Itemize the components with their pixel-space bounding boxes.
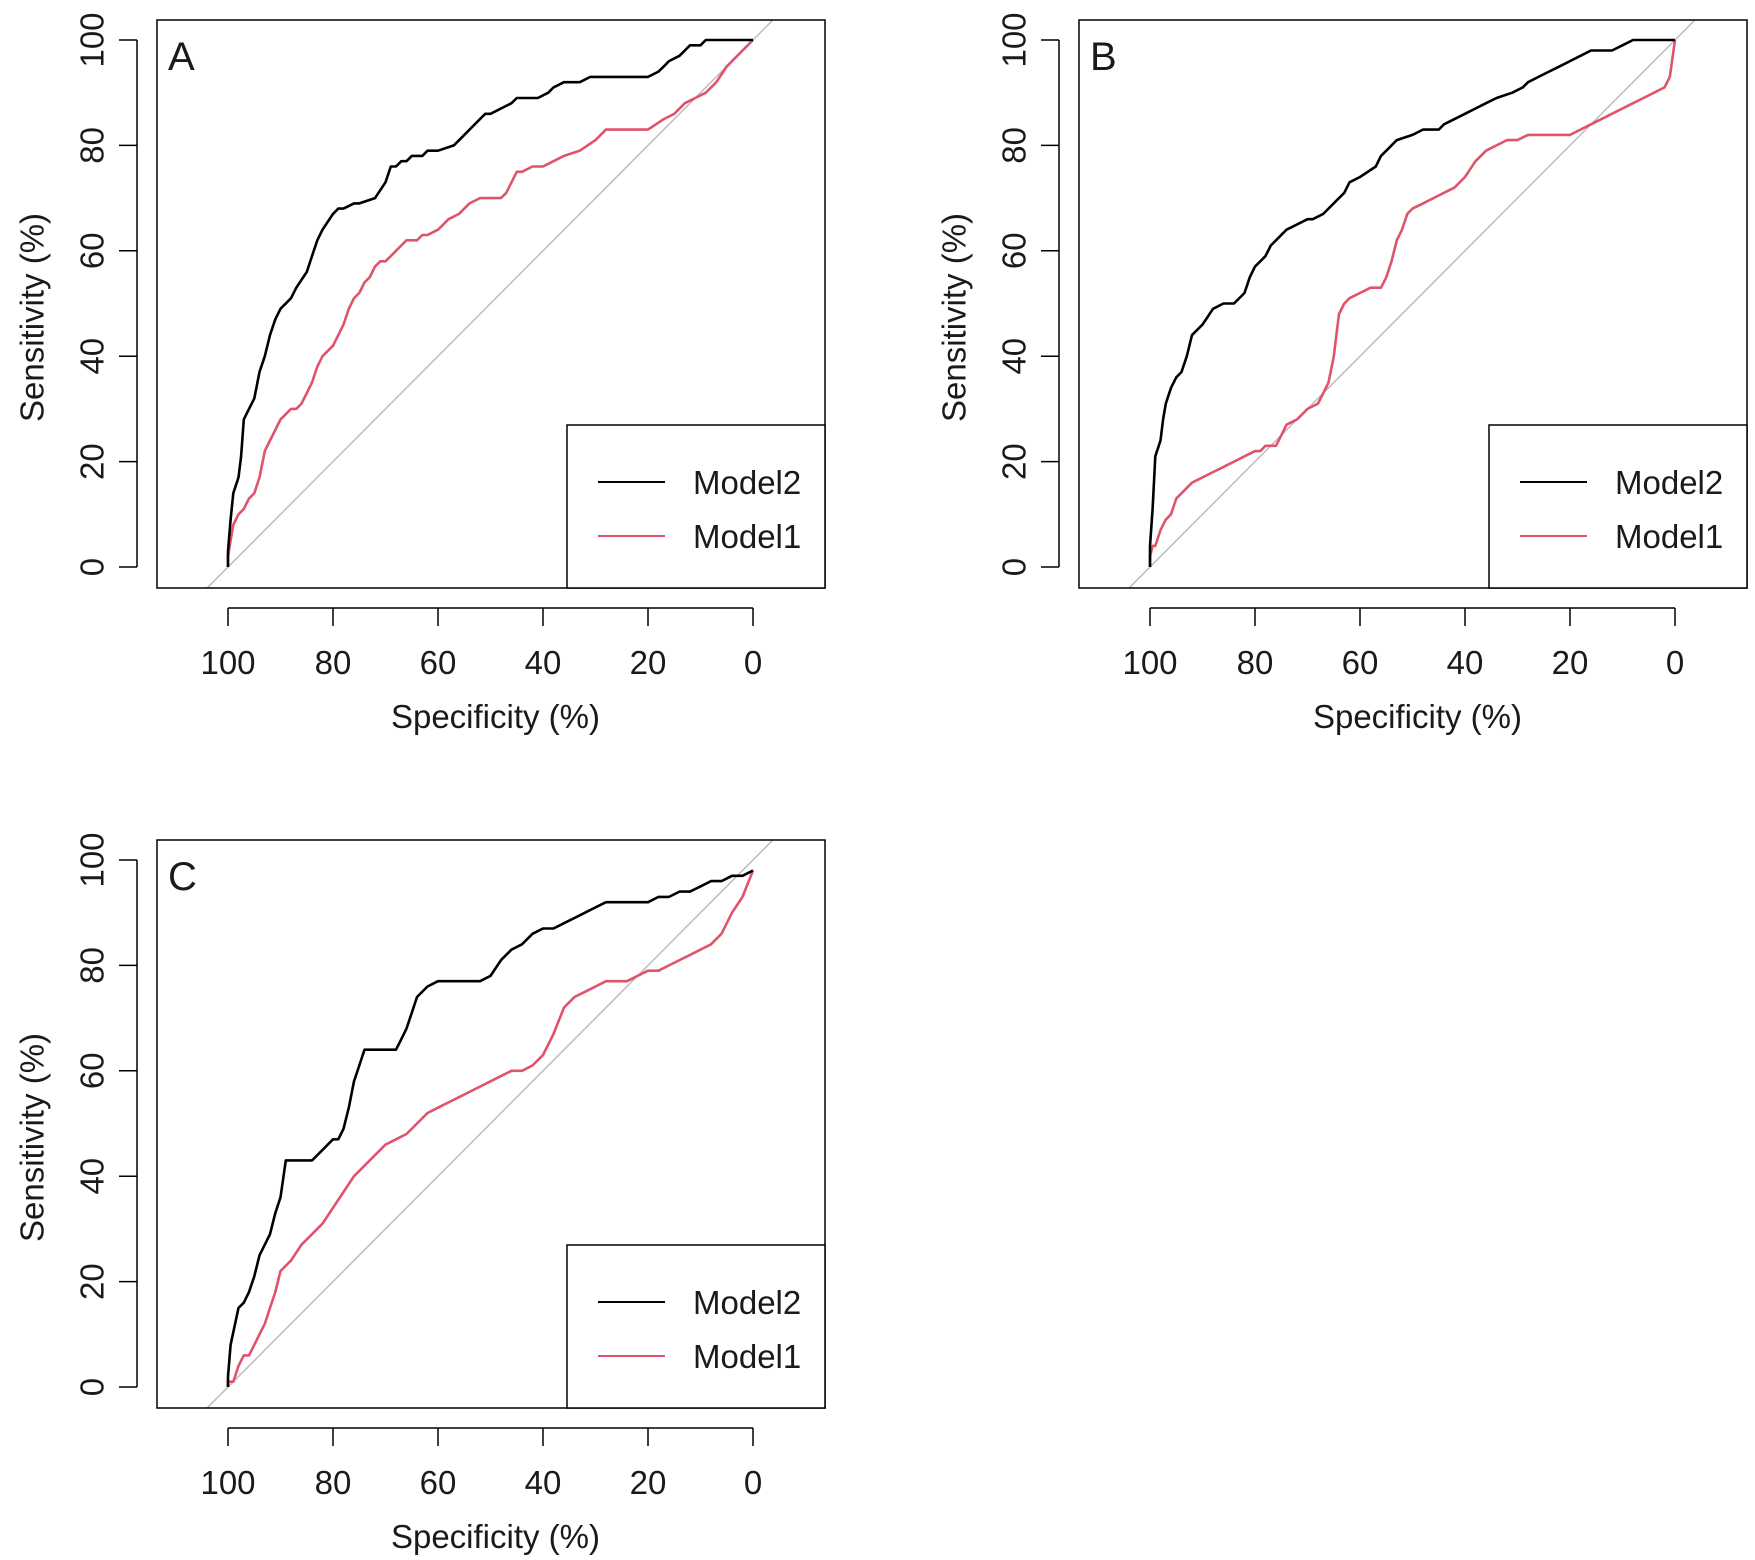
x-tick-label: 0	[744, 1464, 762, 1501]
y-tick-label: 100	[74, 832, 111, 887]
roc-curve-model1	[226, 39, 754, 567]
x-tick-label: 0	[1666, 644, 1684, 681]
panel-letter: B	[1090, 35, 1117, 79]
x-tick-label: 20	[1552, 644, 1589, 681]
x-axis-title: Specificity (%)	[391, 698, 600, 735]
plot-frame	[1078, 19, 1748, 589]
legend: Model2 Model1	[566, 424, 826, 589]
diagonal-reference-line	[1128, 20, 1696, 588]
x-tick-label: 20	[630, 644, 667, 681]
x-axis-title: Specificity (%)	[1313, 698, 1522, 735]
legend: Model2 Model1	[1488, 424, 1748, 589]
plot-frame	[156, 839, 826, 1409]
y-tick-label: 20	[74, 443, 111, 480]
legend-box	[1488, 424, 1748, 589]
x-tick-label: 60	[420, 1464, 457, 1501]
y-tick-label: 60	[996, 232, 1033, 269]
plot-frame	[156, 19, 826, 589]
y-tick-label: 80	[74, 947, 111, 984]
x-tick-label: 80	[315, 1464, 352, 1501]
y-tick-label: 100	[996, 12, 1033, 67]
y-tick-label: 60	[74, 1052, 111, 1089]
y-axis-title: Sensitivity (%)	[936, 213, 973, 422]
y-axis-title: Sensitivity (%)	[14, 213, 51, 422]
y-tick-label: 40	[996, 338, 1033, 375]
legend-label-model1: Model1	[693, 1338, 801, 1375]
x-tick-label: 80	[315, 644, 352, 681]
x-tick-label: 40	[525, 1464, 562, 1501]
y-axis-title: Sensitivity (%)	[14, 1033, 51, 1242]
y-tick-label: 100	[74, 12, 111, 67]
y-tick-label: 0	[74, 558, 111, 576]
x-tick-label: 60	[1342, 644, 1379, 681]
x-tick-label: 100	[1122, 644, 1177, 681]
roc-curve-model2	[226, 869, 754, 1387]
y-tick-label: 40	[74, 338, 111, 375]
x-tick-label: 0	[744, 644, 762, 681]
legend-label-model2: Model2	[1615, 464, 1723, 501]
y-tick-label: 80	[996, 127, 1033, 164]
y-tick-label: 60	[74, 232, 111, 269]
legend-box	[566, 424, 826, 589]
roc-curve-model1	[226, 870, 755, 1387]
x-tick-label: 100	[200, 644, 255, 681]
diagonal-reference-line	[206, 840, 774, 1408]
legend-label-model1: Model1	[1615, 518, 1723, 555]
x-tick-label: 40	[1447, 644, 1484, 681]
roc-panel-c: 0 20 40 60 80 100 Sensitivity (%) 100 80 60 40 20 0 S…	[14, 832, 826, 1555]
y-tick-label: 80	[74, 127, 111, 164]
legend-label-model2: Model2	[693, 1284, 801, 1321]
roc-panel-a: 0 20 40 60 80 100 Sensitivity (%) 100 80 60 40 20 0 S…	[14, 12, 826, 735]
panel-letter: A	[168, 35, 195, 79]
legend: Model2 Model1	[566, 1244, 826, 1409]
legend-box	[566, 1244, 826, 1409]
diagonal-reference-line	[206, 20, 774, 588]
y-tick-label: 0	[74, 1378, 111, 1396]
x-axis-title: Specificity (%)	[391, 1518, 600, 1555]
x-tick-label: 100	[200, 1464, 255, 1501]
y-tick-label: 40	[74, 1158, 111, 1195]
y-tick-label: 20	[74, 1263, 111, 1300]
x-tick-label: 20	[630, 1464, 667, 1501]
y-tick-label: 0	[996, 558, 1033, 576]
x-tick-label: 60	[420, 644, 457, 681]
roc-panel-b: 0 20 40 60 80 100 Sensitivity (%) 100 80 60 40 20 0 S…	[936, 12, 1748, 735]
legend-label-model2: Model2	[693, 464, 801, 501]
legend-label-model1: Model1	[693, 518, 801, 555]
panel-letter: C	[168, 855, 197, 899]
x-tick-label: 80	[1237, 644, 1274, 681]
x-tick-label: 40	[525, 644, 562, 681]
roc-curve-model2	[1148, 38, 1675, 567]
roc-curve-model2	[226, 38, 753, 567]
roc-curve-model1	[1148, 39, 1677, 567]
y-tick-label: 20	[996, 443, 1033, 480]
